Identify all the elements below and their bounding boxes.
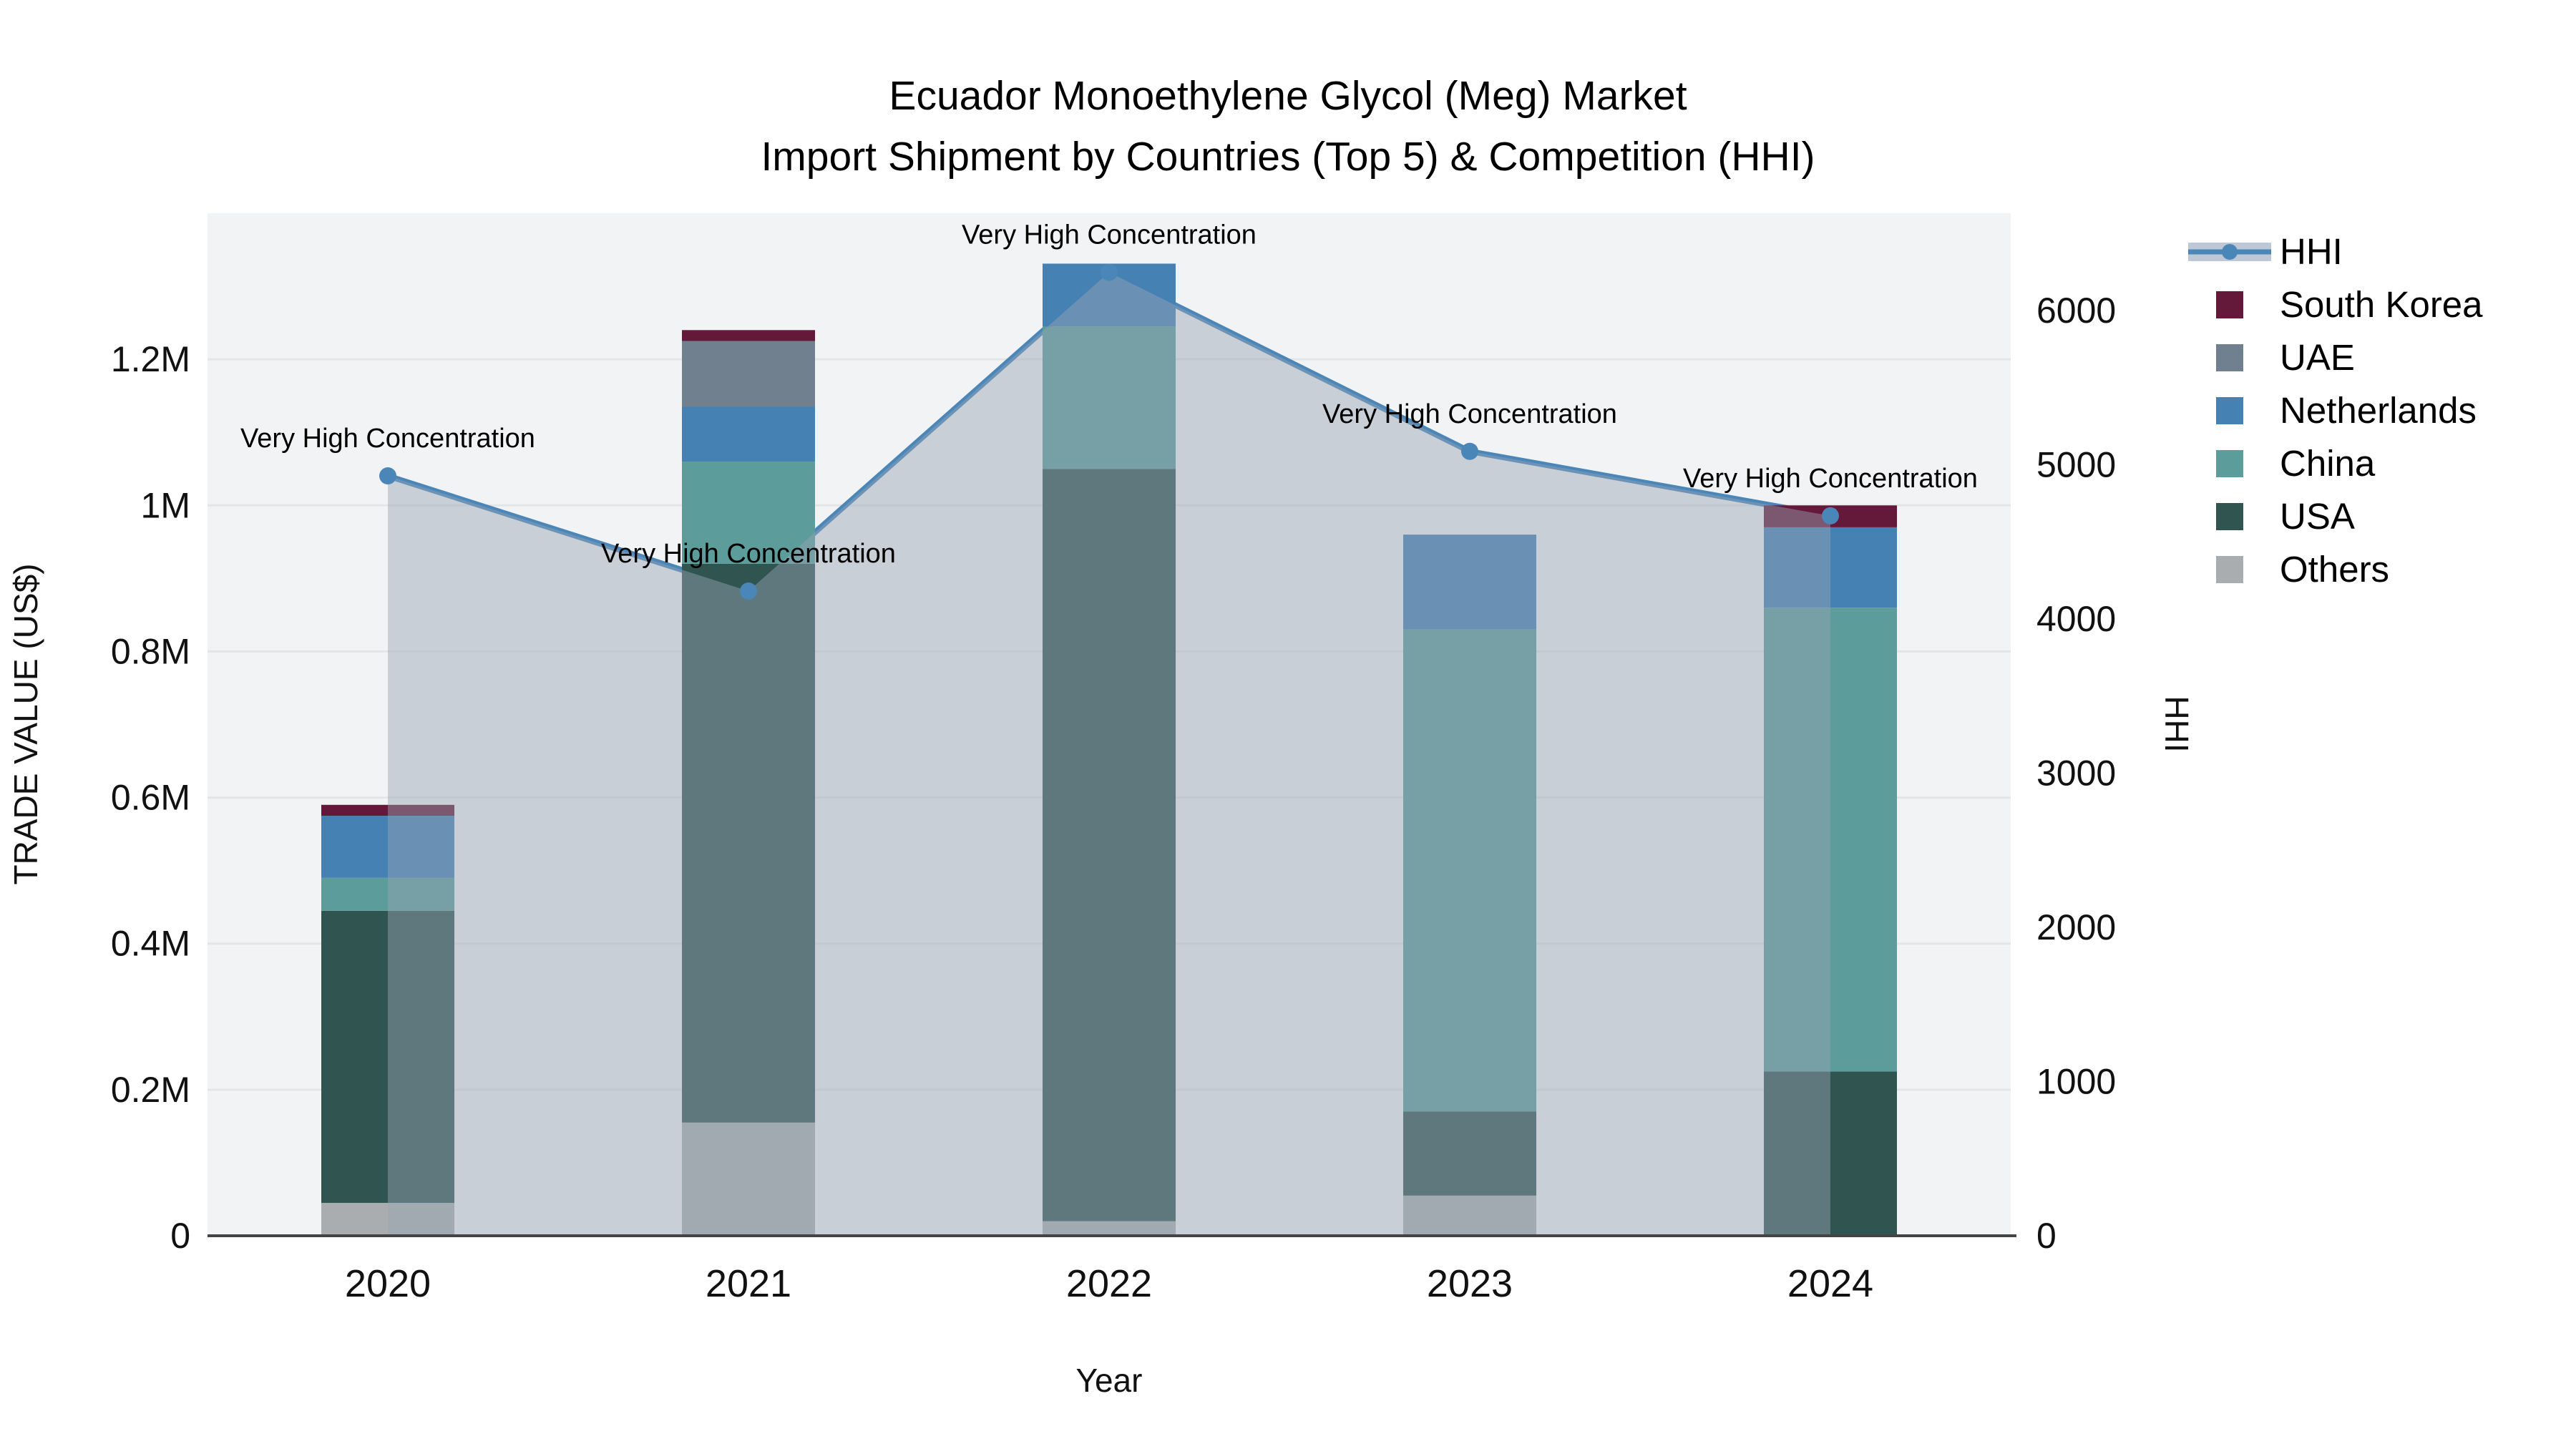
bar-segment-others-2022[interactable] xyxy=(1043,1221,1176,1236)
hhi-marker-2024[interactable] xyxy=(1822,507,1839,525)
bar-segment-uae-2021[interactable] xyxy=(682,341,815,407)
legend-label: Others xyxy=(2280,549,2389,590)
bar-segment-others-2023[interactable] xyxy=(1403,1195,1536,1236)
bar-segment-netherlands-2021[interactable] xyxy=(682,406,815,462)
legend-swatch xyxy=(2216,291,2243,318)
legend-label: South Korea xyxy=(2280,284,2483,325)
legend-item-uae[interactable]: UAE xyxy=(2216,337,2355,378)
bar-segment-usa-2021[interactable] xyxy=(682,563,815,1123)
bar-segment-usa-2023[interactable] xyxy=(1403,1111,1536,1196)
legend-item-others[interactable]: Others xyxy=(2216,549,2389,590)
right-tick-label: 6000 xyxy=(2036,291,2116,331)
y-axis-title-left: TRADE VALUE (US$) xyxy=(7,563,44,884)
legend-swatch xyxy=(2216,503,2243,530)
hhi-marker-2023[interactable] xyxy=(1461,442,1478,460)
left-tick-label: 1.2M xyxy=(111,339,190,379)
x-axis-title: Year xyxy=(1076,1362,1143,1399)
x-tick-label-2020: 2020 xyxy=(345,1262,431,1305)
x-tick-label-2021: 2021 xyxy=(706,1262,791,1305)
right-tick-label: 1000 xyxy=(2036,1061,2116,1101)
hhi-marker-2020[interactable] xyxy=(379,467,396,485)
hhi-markers xyxy=(379,263,1839,600)
hhi-marker-2021[interactable] xyxy=(740,582,757,600)
right-tick-label: 0 xyxy=(2036,1216,2057,1256)
bar-segment-china-2021[interactable] xyxy=(682,462,815,564)
right-tick-label: 5000 xyxy=(2036,444,2116,484)
legend-label: HHI xyxy=(2280,231,2343,272)
bar-segment-china-2024[interactable] xyxy=(1764,608,1897,1072)
x-tick-label-2022: 2022 xyxy=(1066,1262,1152,1305)
hhi-area xyxy=(388,272,1830,1236)
left-tick-label: 0.6M xyxy=(111,778,190,818)
bar-segment-others-2021[interactable] xyxy=(682,1122,815,1236)
right-tick-label: 4000 xyxy=(2036,599,2116,639)
bar-segment-usa-2020[interactable] xyxy=(321,910,454,1204)
bar-segment-usa-2024[interactable] xyxy=(1764,1071,1897,1236)
hhi-marker-2022[interactable] xyxy=(1101,263,1118,281)
annotation-label-2023: Very High Concentration xyxy=(1322,399,1617,429)
legend-item-netherlands[interactable]: Netherlands xyxy=(2216,390,2477,431)
left-tick-label: 0.4M xyxy=(111,924,190,964)
legend-label: China xyxy=(2280,443,2376,484)
legend-item-south-korea[interactable]: South Korea xyxy=(2216,284,2483,325)
bar-segment-south-korea-2020[interactable] xyxy=(321,804,454,816)
stacked-bars xyxy=(321,263,1897,1236)
bar-segment-china-2023[interactable] xyxy=(1403,629,1536,1112)
hhi-area-fill xyxy=(388,272,1830,1236)
legend-swatch xyxy=(2216,397,2243,424)
bar-segment-netherlands-2020[interactable] xyxy=(321,816,454,878)
bar-segment-china-2020[interactable] xyxy=(321,877,454,911)
legend-item-china[interactable]: China xyxy=(2216,443,2376,484)
left-tick-label: 1M xyxy=(141,485,190,525)
bar-segment-usa-2022[interactable] xyxy=(1043,469,1176,1221)
legend-label: UAE xyxy=(2280,337,2355,378)
bar-segment-others-2020[interactable] xyxy=(321,1203,454,1236)
bar-segment-china-2022[interactable] xyxy=(1043,326,1176,469)
legend-swatch xyxy=(2216,450,2243,477)
annotations: Very High Concentration Very High Concent… xyxy=(240,220,1978,570)
bar-segment-netherlands-2024[interactable] xyxy=(1764,527,1897,608)
left-tick-label: 0.8M xyxy=(111,631,190,671)
left-tick-label: 0.2M xyxy=(111,1070,190,1110)
legend-swatch xyxy=(2216,556,2243,583)
right-tick-label: 3000 xyxy=(2036,753,2116,793)
bar-segment-netherlands-2023[interactable] xyxy=(1403,535,1536,630)
annotation-label-2021: Very High Concentration xyxy=(601,539,896,569)
chart-title-line2: Import Shipment by Countries (Top 5) & C… xyxy=(761,134,1815,180)
legend-label: USA xyxy=(2280,496,2355,537)
legend-swatch xyxy=(2216,344,2243,371)
x-tick-label-2024: 2024 xyxy=(1787,1262,1873,1305)
axis-ticks: 0 0.2M 0.4M 0.6M 0.8M 1M 1.2M 0 1000 2000 3000 4000… xyxy=(111,291,2116,1305)
bar-segment-south-korea-2021[interactable] xyxy=(682,330,815,341)
legend-item-hhi[interactable]: HHI xyxy=(2188,231,2343,272)
y-axis-title-right: HHI xyxy=(2158,696,2195,752)
right-tick-label: 2000 xyxy=(2036,907,2116,947)
legend-hhi-marker xyxy=(2222,244,2238,260)
annotation-label-2024: Very High Concentration xyxy=(1683,464,1978,494)
legend-label: Netherlands xyxy=(2280,390,2477,431)
chart-title-line1: Ecuador Monoethylene Glycol (Meg) Market xyxy=(889,73,1687,119)
annotation-label-2022: Very High Concentration xyxy=(962,220,1257,250)
legend: HHI South Korea UAE Netherlands China USA Othe… xyxy=(2188,231,2483,590)
left-tick-label: 0 xyxy=(170,1216,190,1256)
legend-item-usa[interactable]: USA xyxy=(2216,496,2355,537)
x-tick-label-2023: 2023 xyxy=(1427,1262,1513,1305)
annotation-label-2020: Very High Concentration xyxy=(240,424,535,454)
